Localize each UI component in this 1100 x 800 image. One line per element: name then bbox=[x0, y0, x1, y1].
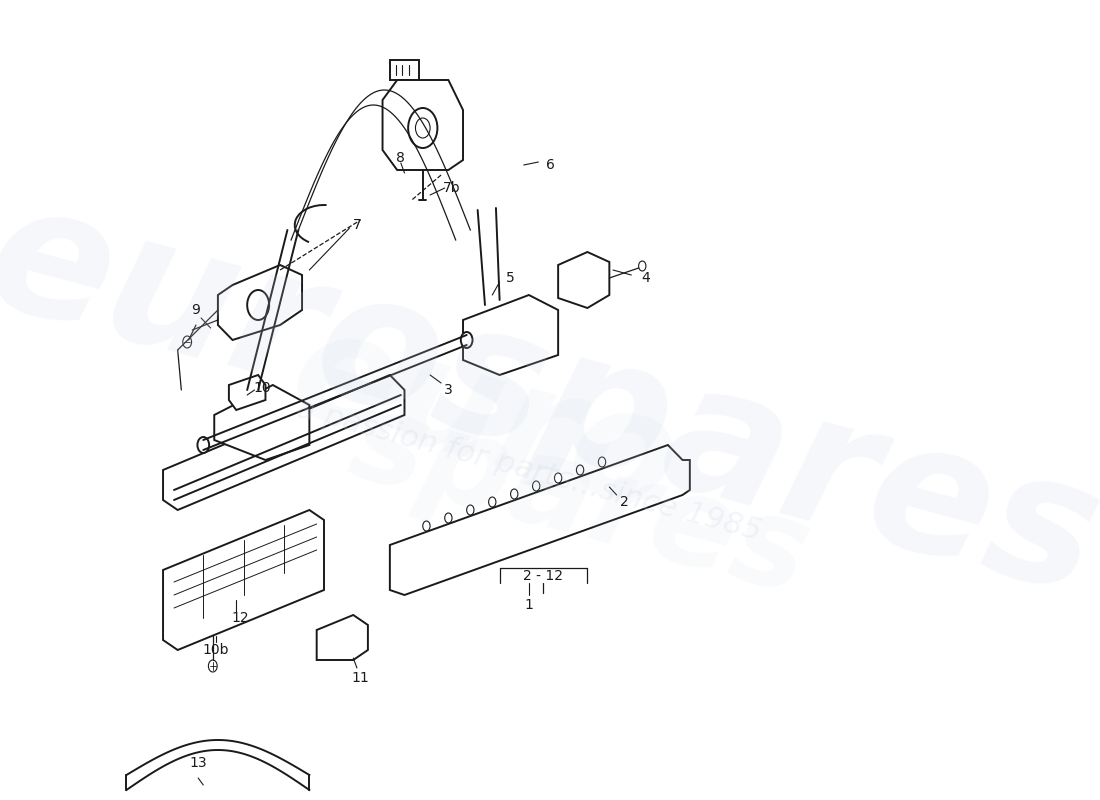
Circle shape bbox=[422, 521, 430, 531]
Circle shape bbox=[461, 332, 473, 348]
Text: 2 - 12: 2 - 12 bbox=[524, 569, 563, 583]
Circle shape bbox=[554, 473, 562, 483]
Text: 2: 2 bbox=[619, 495, 628, 509]
Text: 10: 10 bbox=[253, 381, 271, 395]
Circle shape bbox=[639, 261, 646, 271]
Text: 7: 7 bbox=[353, 218, 361, 232]
Polygon shape bbox=[317, 615, 367, 660]
Circle shape bbox=[416, 118, 430, 138]
Text: spares: spares bbox=[338, 381, 823, 619]
Circle shape bbox=[488, 497, 496, 507]
Circle shape bbox=[248, 290, 270, 320]
Text: 8: 8 bbox=[396, 151, 405, 165]
Polygon shape bbox=[214, 385, 309, 460]
Text: eurospares: eurospares bbox=[0, 167, 1100, 633]
Polygon shape bbox=[383, 80, 463, 170]
Text: 6: 6 bbox=[547, 158, 556, 172]
Polygon shape bbox=[463, 295, 558, 375]
Text: 3: 3 bbox=[444, 383, 453, 397]
Circle shape bbox=[576, 465, 584, 475]
Polygon shape bbox=[389, 60, 419, 80]
Text: 4: 4 bbox=[641, 271, 650, 285]
Polygon shape bbox=[389, 445, 690, 595]
Text: 11: 11 bbox=[352, 671, 370, 685]
Polygon shape bbox=[163, 375, 405, 510]
Circle shape bbox=[408, 108, 438, 148]
Circle shape bbox=[466, 505, 474, 515]
Text: a passion for parts...since 1985: a passion for parts...since 1985 bbox=[293, 394, 764, 546]
Polygon shape bbox=[558, 252, 609, 308]
Text: 13: 13 bbox=[189, 756, 207, 770]
Text: 10b: 10b bbox=[202, 643, 229, 657]
Circle shape bbox=[532, 481, 540, 491]
Circle shape bbox=[510, 489, 518, 499]
Polygon shape bbox=[163, 510, 324, 650]
Text: 5: 5 bbox=[506, 271, 515, 285]
Text: euro: euro bbox=[276, 298, 694, 542]
Circle shape bbox=[598, 457, 606, 467]
Text: 1: 1 bbox=[525, 598, 533, 612]
Polygon shape bbox=[229, 375, 265, 410]
Circle shape bbox=[183, 336, 191, 348]
Circle shape bbox=[208, 660, 217, 672]
Text: 9: 9 bbox=[191, 303, 200, 317]
Text: 12: 12 bbox=[231, 611, 249, 625]
Circle shape bbox=[444, 513, 452, 523]
Polygon shape bbox=[218, 265, 302, 340]
Circle shape bbox=[197, 437, 209, 453]
Text: 7b: 7b bbox=[443, 181, 461, 195]
